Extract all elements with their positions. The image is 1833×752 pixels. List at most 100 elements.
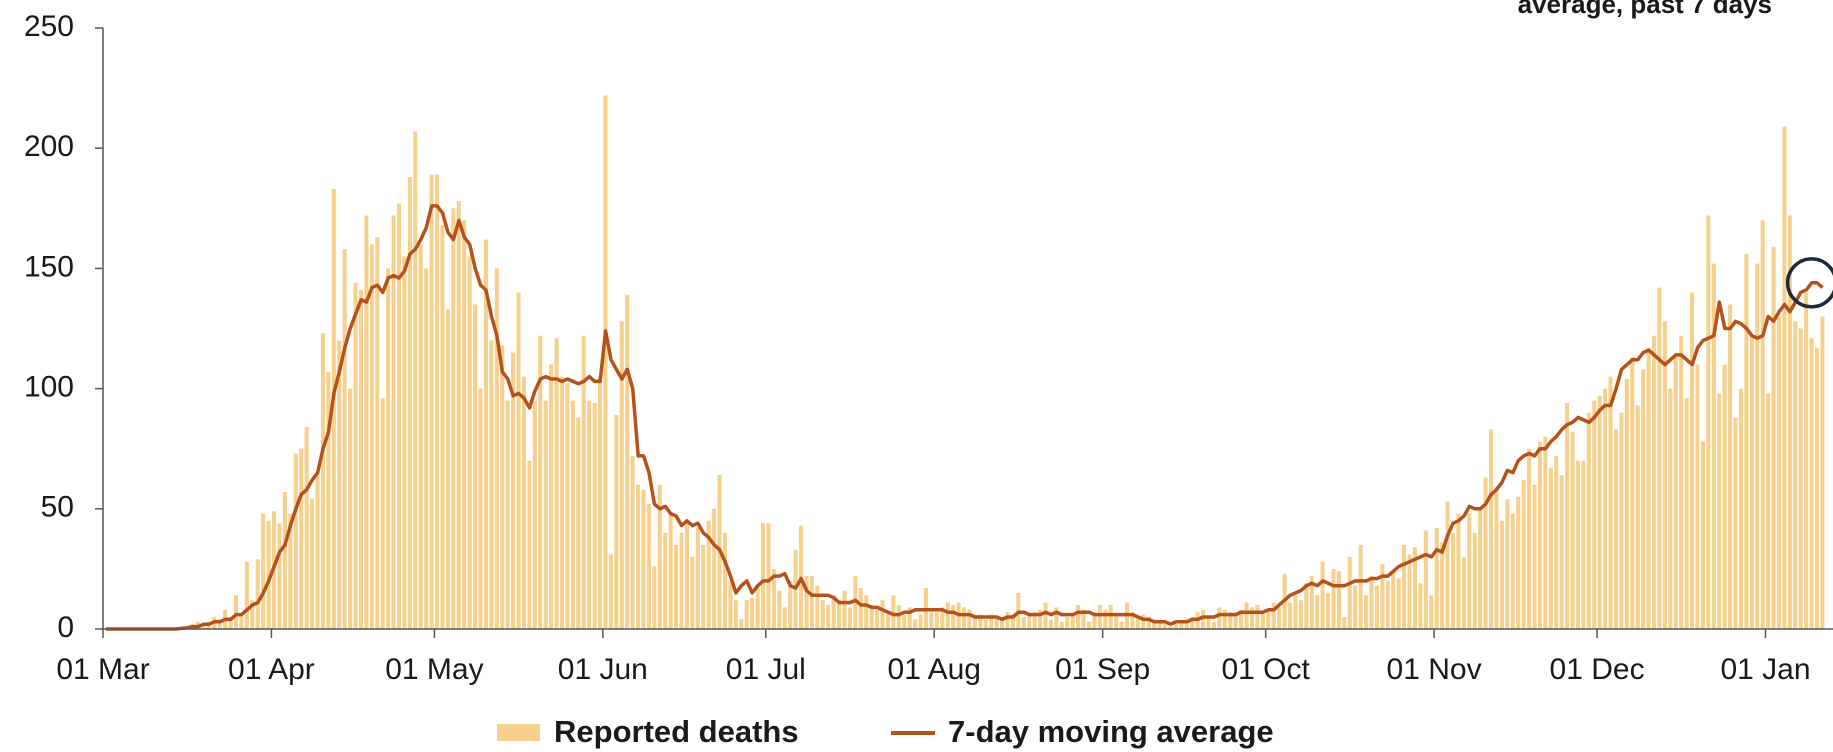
bar xyxy=(684,520,689,629)
bar xyxy=(1326,592,1331,629)
bar xyxy=(315,472,320,629)
legend-label: 7-day moving average xyxy=(948,714,1274,749)
bar xyxy=(1293,595,1298,629)
x-tick-label: 01 May xyxy=(385,653,483,686)
bar xyxy=(429,174,434,630)
bar xyxy=(1559,475,1564,629)
bar xyxy=(320,333,325,629)
bar xyxy=(369,244,374,630)
bar xyxy=(1554,455,1559,629)
bar xyxy=(483,239,488,629)
bar xyxy=(1793,321,1798,629)
bar xyxy=(1624,378,1629,629)
bar xyxy=(1369,576,1374,629)
legend-label: Reported deaths xyxy=(554,714,799,749)
bar xyxy=(934,612,939,629)
bar xyxy=(565,383,570,629)
x-tick-label: 01 Aug xyxy=(888,653,981,686)
bar xyxy=(1336,571,1341,629)
bar xyxy=(1733,417,1738,629)
bar xyxy=(967,609,972,629)
bar xyxy=(1179,621,1184,629)
bar xyxy=(1309,576,1314,629)
bar xyxy=(1173,624,1178,629)
bar xyxy=(885,612,890,629)
bar xyxy=(462,220,467,629)
bar xyxy=(1527,448,1532,629)
bar xyxy=(1005,612,1010,629)
bar xyxy=(1190,616,1195,629)
bar xyxy=(527,460,532,629)
bar xyxy=(1206,616,1211,629)
bar xyxy=(1565,403,1570,629)
bar xyxy=(1744,253,1749,629)
bar xyxy=(1684,398,1689,629)
bar xyxy=(831,595,836,629)
bar xyxy=(1597,395,1602,629)
bar xyxy=(1478,508,1483,629)
bar xyxy=(1575,460,1580,629)
bar xyxy=(744,600,749,629)
bar xyxy=(1027,614,1032,629)
bar xyxy=(864,595,869,629)
bar xyxy=(1690,292,1695,629)
bar xyxy=(1738,388,1743,629)
bar xyxy=(1619,412,1624,629)
bar xyxy=(1450,532,1456,629)
bar xyxy=(1092,612,1097,629)
bar xyxy=(1000,616,1005,629)
bar xyxy=(1652,335,1657,629)
bar xyxy=(1434,528,1439,629)
bar xyxy=(1489,429,1494,629)
bar xyxy=(549,364,554,629)
bar xyxy=(402,256,407,629)
bar xyxy=(1749,335,1754,629)
bar xyxy=(293,453,298,629)
bar xyxy=(1662,321,1667,629)
bar xyxy=(228,616,233,629)
bar xyxy=(277,523,282,629)
x-tick-label: 01 Jul xyxy=(726,653,806,686)
bar xyxy=(701,544,706,629)
x-tick-label: 01 Jan xyxy=(1720,653,1810,686)
bar xyxy=(532,400,537,629)
bar xyxy=(1782,126,1787,630)
bar xyxy=(1271,602,1276,629)
bar xyxy=(1065,616,1070,629)
bar xyxy=(842,590,847,629)
bar xyxy=(619,321,624,629)
bar xyxy=(1581,460,1586,629)
legend-swatch xyxy=(497,724,540,741)
bar xyxy=(1233,614,1238,629)
bar xyxy=(587,400,592,629)
bar xyxy=(1048,619,1053,629)
bar xyxy=(983,619,988,629)
bar xyxy=(1820,316,1825,629)
bar xyxy=(1097,604,1102,629)
bar xyxy=(1380,564,1385,629)
bar xyxy=(1505,499,1510,629)
bar xyxy=(1331,568,1336,629)
bar xyxy=(1358,544,1363,629)
bar xyxy=(1646,347,1651,629)
bar xyxy=(972,614,977,629)
bar xyxy=(1152,619,1157,629)
bar xyxy=(543,400,548,629)
bar xyxy=(945,602,950,629)
bar xyxy=(733,600,738,629)
bar xyxy=(820,600,825,629)
bar xyxy=(1798,328,1803,629)
bar xyxy=(380,398,385,629)
bar xyxy=(250,600,255,629)
bar xyxy=(1347,556,1352,629)
bar xyxy=(304,427,309,629)
x-tick-label: 01 Sep xyxy=(1055,653,1150,686)
bar xyxy=(1407,554,1412,629)
bar xyxy=(1804,292,1809,629)
bar xyxy=(674,544,679,629)
bar xyxy=(766,523,771,629)
bar xyxy=(989,614,994,629)
bar xyxy=(239,614,244,629)
bar xyxy=(1483,477,1488,629)
bar xyxy=(1228,612,1233,629)
